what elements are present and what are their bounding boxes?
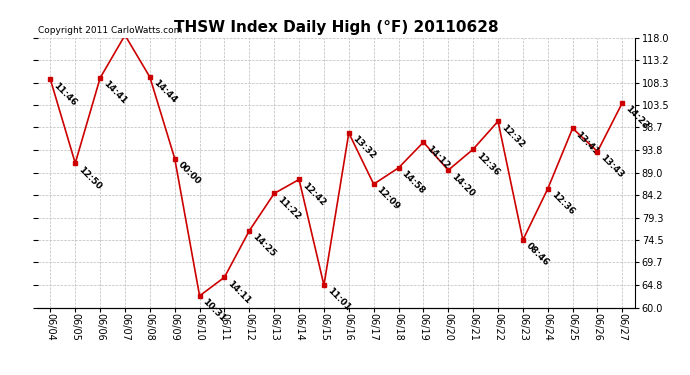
Text: 12:48: 12:48 — [0, 374, 1, 375]
Text: 14:20: 14:20 — [450, 171, 476, 198]
Text: 11:22: 11:22 — [275, 195, 302, 222]
Text: 14:12: 14:12 — [425, 144, 451, 170]
Text: 12:36: 12:36 — [549, 190, 575, 217]
Text: 14:22: 14:22 — [624, 104, 651, 131]
Text: 13:43: 13:43 — [599, 153, 626, 180]
Text: 14:25: 14:25 — [250, 232, 277, 259]
Text: 14:58: 14:58 — [400, 169, 426, 196]
Text: 13:32: 13:32 — [351, 134, 377, 161]
Text: 12:32: 12:32 — [500, 123, 526, 149]
Text: 14:41: 14:41 — [101, 80, 128, 106]
Text: 13:41: 13:41 — [574, 130, 601, 156]
Text: 10:31: 10:31 — [201, 297, 228, 324]
Text: 12:36: 12:36 — [475, 151, 501, 177]
Text: 00:00: 00:00 — [176, 160, 202, 186]
Text: 12:09: 12:09 — [375, 186, 402, 212]
Text: 11:01: 11:01 — [325, 286, 352, 313]
Text: 12:42: 12:42 — [300, 181, 327, 208]
Text: Copyright 2011 CarloWatts.com: Copyright 2011 CarloWatts.com — [38, 26, 182, 35]
Text: 14:44: 14:44 — [151, 78, 178, 105]
Text: 08:46: 08:46 — [524, 242, 551, 268]
Text: 14:11: 14:11 — [226, 279, 253, 305]
Text: 11:46: 11:46 — [52, 81, 79, 108]
Text: 12:50: 12:50 — [77, 165, 104, 191]
Title: THSW Index Daily High (°F) 20110628: THSW Index Daily High (°F) 20110628 — [174, 20, 499, 35]
